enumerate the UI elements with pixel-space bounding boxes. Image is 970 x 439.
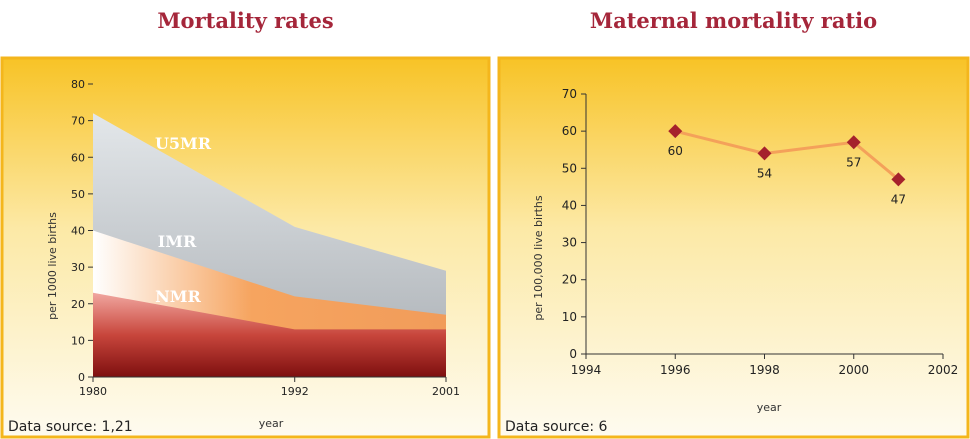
y-tick-label: 50 <box>71 188 85 201</box>
x-tick-label: 2001 <box>432 385 460 398</box>
x-tick-label: 1992 <box>281 385 309 398</box>
mortality-rates-panel: Mortality rates <box>0 8 491 439</box>
y-tick-label: 60 <box>71 151 85 164</box>
series-label-u5mr: U5MR <box>155 134 212 153</box>
y-tick-label: 30 <box>562 236 577 250</box>
y-tick-label: 50 <box>562 161 577 175</box>
y-tick-label: 0 <box>569 347 577 361</box>
y-tick-label: 20 <box>71 298 85 311</box>
maternal-mortality-panel: Maternal mortality ratio 0 10 20 30 40 50 60 70… <box>497 0 970 439</box>
y-tick-label: 80 <box>71 78 85 91</box>
y-tick-label: 30 <box>71 261 85 274</box>
data-label: 60 <box>668 144 683 158</box>
x-tick-label: 1998 <box>749 363 780 377</box>
area-nmr <box>93 292 446 377</box>
data-source: Data source: 1,21 <box>8 419 133 435</box>
data-label: 57 <box>846 155 861 169</box>
x-tick-label: 1980 <box>79 385 107 398</box>
x-tick-label: 1996 <box>660 363 691 377</box>
y-tick-label: 10 <box>71 334 85 347</box>
x-axis-label: year <box>259 417 284 430</box>
y-tick-label: 70 <box>71 115 85 128</box>
data-label: 54 <box>757 166 772 180</box>
y-tick-label: 40 <box>71 225 85 238</box>
series-label-imr: IMR <box>158 232 197 251</box>
x-tick-label: 2000 <box>838 363 869 377</box>
maternal-mortality-title: Maternal mortality ratio <box>589 8 878 33</box>
data-point-marker <box>668 124 683 139</box>
series-label-nmr: NMR <box>155 287 201 306</box>
mortality-rates-title: Mortality rates <box>157 8 334 33</box>
y-tick-label: 0 <box>78 371 85 384</box>
data-point-marker <box>846 135 861 150</box>
y-axis-label: per 1000 live births <box>46 212 59 320</box>
data-source: Data source: 6 <box>505 419 608 435</box>
y-tick-label: 20 <box>562 273 577 287</box>
data-point-marker <box>757 146 772 161</box>
chart-background <box>497 56 970 439</box>
data-point-marker <box>891 172 906 187</box>
y-axis-label: per 100,000 live births <box>532 195 545 320</box>
x-tick-label: 2002 <box>928 363 959 377</box>
mmr-line <box>674 129 900 181</box>
x-axis-label: year <box>757 401 782 414</box>
y-tick-label: 70 <box>562 87 577 101</box>
y-tick-label: 40 <box>562 198 577 212</box>
maternal-mortality-chart: 0 10 20 30 40 50 60 70 1994 1996 1998 2000 2002 60 54… <box>497 56 970 439</box>
x-tick-label: 1994 <box>571 363 602 377</box>
y-tick-label: 10 <box>562 310 577 324</box>
mortality-rates-chart: 0 10 20 30 40 50 60 70 80 1980 1992 2001 U5MR IMR N… <box>0 56 491 439</box>
y-tick-label: 60 <box>562 124 577 138</box>
data-label: 47 <box>891 192 906 206</box>
